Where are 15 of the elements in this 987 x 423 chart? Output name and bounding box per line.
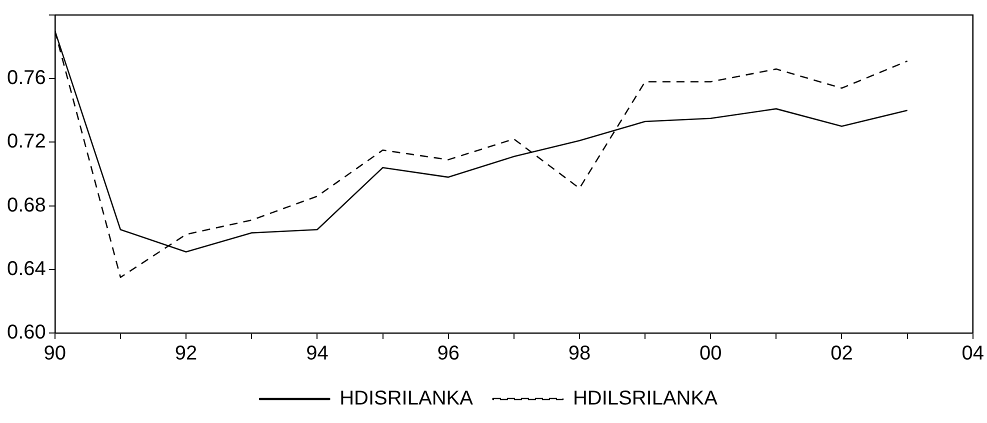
x-tick-label: 94 [306, 342, 328, 365]
x-tick-label: 96 [437, 342, 460, 365]
legend-label: HDILSRILANKA [572, 388, 718, 410]
x-tick-label: 00 [699, 342, 722, 365]
legend-label: HDISRILANKA [340, 388, 474, 410]
y-tick-label: 0.76 [6, 67, 46, 90]
x-tick-label: 98 [568, 342, 591, 365]
x-tick-label: 92 [174, 342, 198, 365]
x-tick-label: 90 [44, 342, 66, 365]
x-tick-label: 02 [830, 342, 853, 365]
y-tick-label: 0.68 [6, 194, 46, 216]
x-tick-label: 04 [962, 342, 984, 365]
y-tick-label: 0.64 [6, 258, 46, 280]
y-tick-label: 0.60 [6, 322, 46, 344]
y-tick-label: 0.72 [6, 130, 46, 153]
